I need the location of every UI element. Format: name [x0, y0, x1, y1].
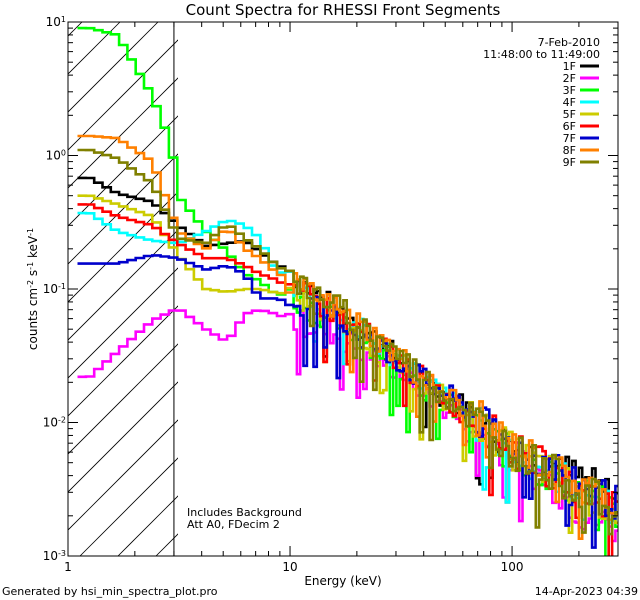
annotation-attenuator: Att A0, FDecim 2: [187, 518, 280, 531]
series-9F: [77, 148, 618, 536]
x-tick-label: 10: [282, 560, 297, 574]
hatch-line: [79, 457, 178, 556]
footer-timestamp: 14-Apr-2023 04:39: [535, 585, 638, 598]
x-axis-label: Energy (keV): [304, 574, 381, 588]
y-tick-label: 10-2: [43, 415, 66, 430]
y-tick-label: 10-3: [43, 549, 66, 564]
footer-generator: Generated by hsi_min_spectra_plot.pro: [2, 585, 218, 598]
hatch-line: [68, 419, 178, 531]
hatched-region: [68, 22, 178, 556]
legend-label-1F: 1F: [563, 60, 576, 73]
legend-label-9F: 9F: [563, 156, 576, 169]
hatch-line: [68, 115, 178, 227]
legend-label-3F: 3F: [563, 84, 576, 97]
series-8F: [77, 134, 618, 540]
hatch-line: [68, 39, 178, 151]
x-tick-label: 1: [64, 560, 72, 574]
legend-date: 7-Feb-2010: [538, 36, 600, 49]
legend-label-2F: 2F: [563, 72, 576, 85]
annotation-background: Includes Background: [187, 506, 302, 519]
hatch-line: [68, 381, 178, 493]
legend-label-8F: 8F: [563, 144, 576, 157]
legend-label-4F: 4F: [563, 96, 576, 109]
y-tick-label: 100: [46, 148, 66, 163]
chart-title: Count Spectra for RHESSI Front Segments: [186, 1, 501, 19]
y-tick-label: 101: [46, 15, 66, 30]
hatch-line: [68, 229, 178, 341]
hatch-line: [68, 191, 178, 303]
hatch-line: [68, 267, 178, 379]
hatch-line: [68, 77, 178, 189]
x-tick-label: 100: [501, 560, 524, 574]
legend-label-6F: 6F: [563, 120, 576, 133]
legend-label-5F: 5F: [563, 108, 576, 121]
legend-label-7F: 7F: [563, 132, 576, 145]
hatch-line: [68, 22, 159, 113]
y-tick-label: 10-1: [43, 282, 66, 297]
legend-time-range: 11:48:00 to 11:49:00: [483, 48, 600, 61]
y-axis-label: counts cm-2 s-1 keV-1: [26, 228, 41, 350]
series-5F: [77, 194, 618, 534]
